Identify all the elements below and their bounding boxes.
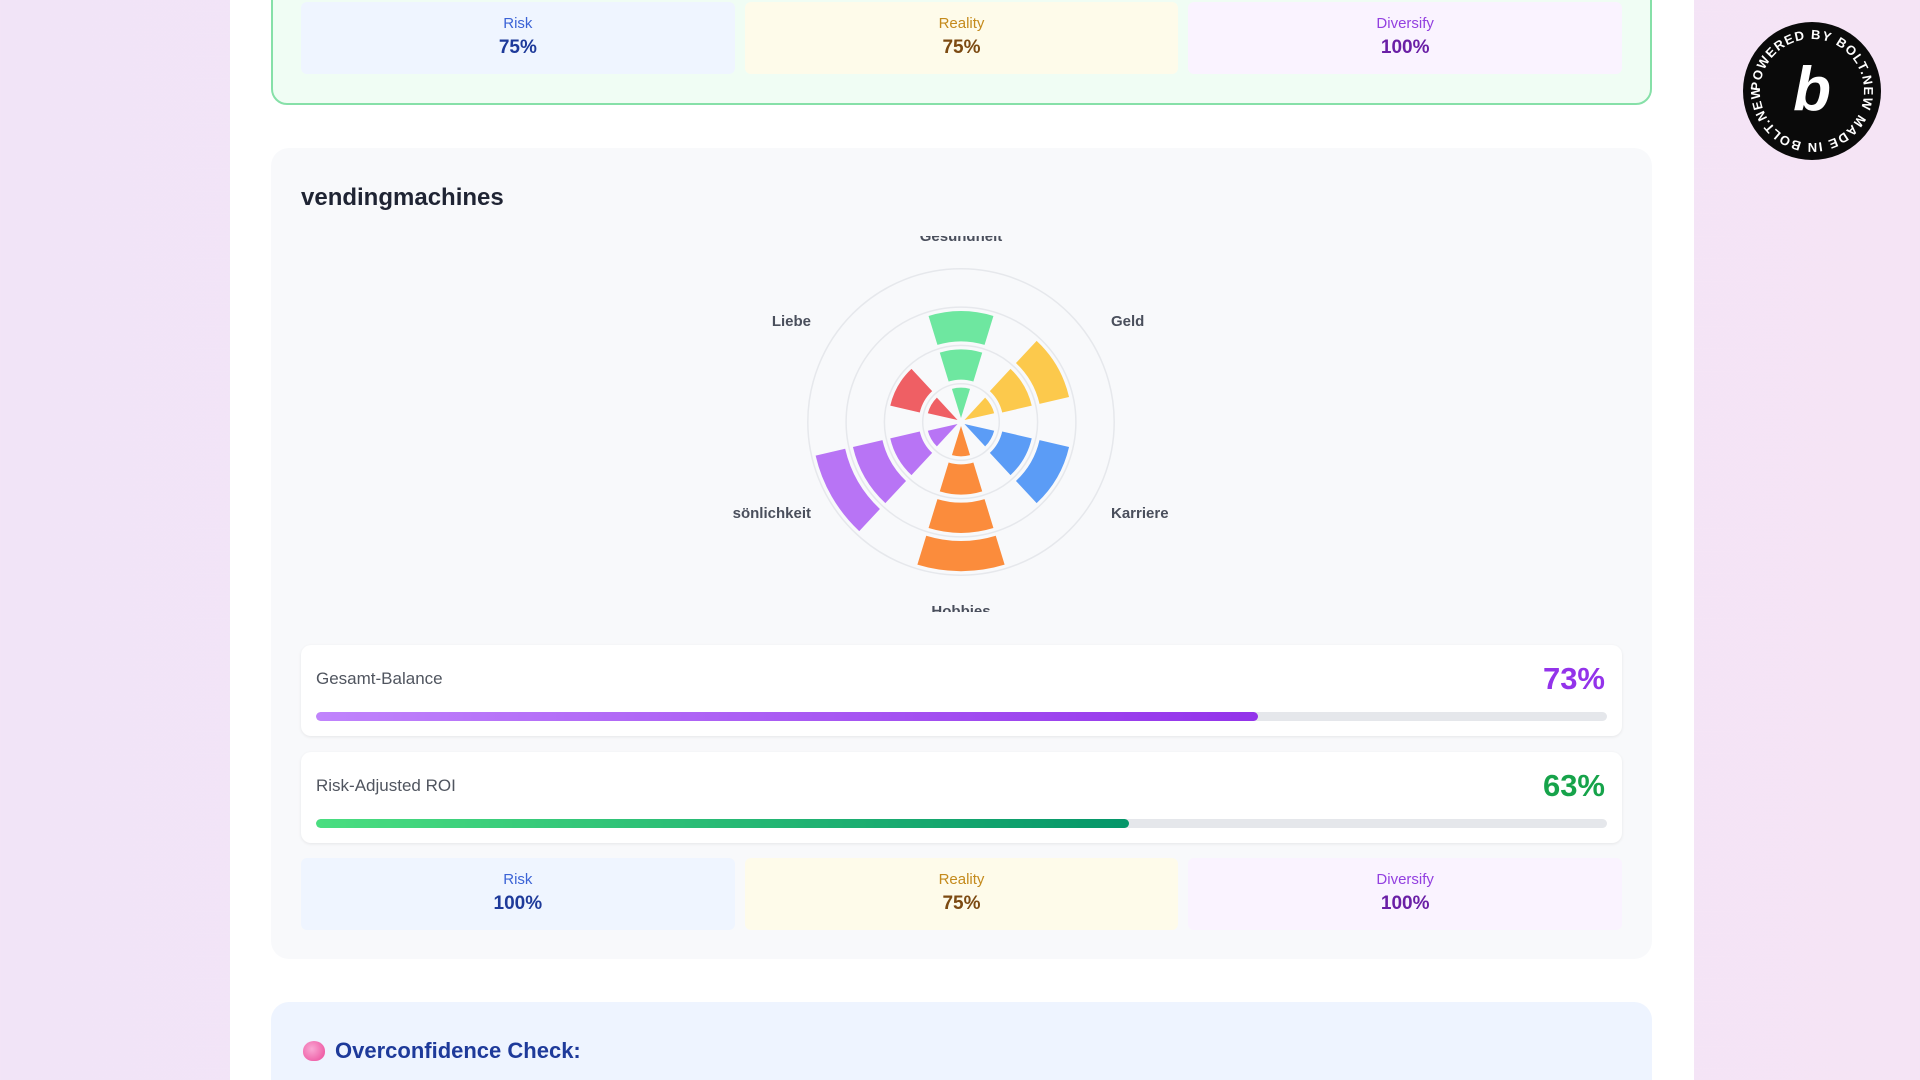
- polar-chart: Gesundheit Geld Karriere Hobbies sönlichkeit…: [731, 228, 1191, 618]
- diversify-stat: Diversify 100%: [1188, 858, 1623, 930]
- balance-label: Gesamt-Balance: [316, 669, 443, 688]
- risk-label: Risk: [503, 871, 533, 888]
- diversify-stat: Diversify 100%: [1188, 2, 1623, 74]
- bolt-logo-icon: POWERED BY BOLT.NEW MADE IN BOLT.NEW b: [1748, 27, 1875, 155]
- roi-label: Risk-Adjusted ROI: [316, 776, 456, 795]
- grid-ring: [883, 344, 1039, 500]
- chart-segment-persönlichkeit[interactable]: [815, 448, 880, 532]
- diversify-label: Diversify: [1376, 15, 1434, 32]
- risk-label: Risk: [503, 15, 533, 32]
- axis-label-geld: Geld: [1111, 313, 1144, 330]
- roi-value: 63%: [1542, 768, 1605, 803]
- chart-segment-geld[interactable]: [989, 368, 1032, 413]
- brain-icon: [303, 1041, 325, 1061]
- chart-segment-hobbies[interactable]: [928, 499, 994, 533]
- chart-segment-hobbies[interactable]: [939, 462, 983, 495]
- overconfidence-card: Overconfidence Check:: [271, 1002, 1652, 1080]
- grid-ring: [845, 306, 1077, 538]
- balance-progress-fill: [316, 712, 1259, 721]
- chart-segment-geld[interactable]: [964, 397, 995, 420]
- axis-label-liebe: Liebe: [772, 313, 811, 330]
- chart-segment-karriere[interactable]: [964, 424, 995, 447]
- previous-stats-row: Risk 75% Reality 75% Diversify 100%: [301, 2, 1623, 74]
- balance-card: Gesamt-Balance 73%: [301, 645, 1622, 736]
- section-title: vendingmachines: [301, 184, 504, 211]
- polar-chart-svg: GesundheitGeldKarriereHobbiessönlichkeit…: [731, 228, 1191, 618]
- chart-segment-geld[interactable]: [1015, 340, 1070, 404]
- reality-stat: Reality 75%: [744, 858, 1179, 930]
- page-panel: Risk 75% Reality 75% Diversify 100% vend…: [230, 0, 1694, 1080]
- diversify-value: 100%: [1380, 893, 1430, 914]
- chart-segment-liebe[interactable]: [890, 368, 933, 413]
- chart-segment-liebe[interactable]: [927, 397, 958, 420]
- axis-label-persönlichkeit: sönlichkeit: [733, 505, 811, 522]
- overconfidence-heading: Overconfidence Check:: [303, 1038, 581, 1064]
- diversify-value: 100%: [1380, 37, 1430, 58]
- roi-card: Risk-Adjusted ROI 63%: [301, 752, 1622, 843]
- risk-stat: Risk 100%: [301, 858, 735, 930]
- chart-segment-persönlichkeit[interactable]: [927, 424, 958, 447]
- idea-section: vendingmachines Gesundheit Geld Karriere Ho…: [271, 148, 1652, 959]
- risk-value: 100%: [493, 893, 543, 914]
- bolt-badge[interactable]: POWERED BY BOLT.NEW MADE IN BOLT.NEW b: [1743, 22, 1881, 160]
- grid-ring: [807, 268, 1115, 576]
- overconfidence-title: Overconfidence Check:: [335, 1038, 581, 1063]
- reality-stat: Reality 75%: [744, 2, 1179, 74]
- chart-segment-persönlichkeit[interactable]: [890, 431, 933, 476]
- reality-value: 75%: [942, 37, 981, 58]
- chart-segment-hobbies[interactable]: [917, 535, 1005, 572]
- reality-label: Reality: [938, 15, 985, 32]
- grid-ring: [921, 382, 1001, 462]
- diversify-label: Diversify: [1376, 871, 1434, 888]
- chart-segment-persönlichkeit[interactable]: [852, 440, 907, 504]
- roi-progress-fill: [316, 819, 1130, 828]
- previous-item-card: Risk 75% Reality 75% Diversify 100%: [271, 0, 1652, 105]
- risk-stat: Risk 75%: [301, 2, 735, 74]
- axis-label-karriere: Karriere: [1111, 505, 1169, 522]
- reality-value: 75%: [942, 893, 981, 914]
- chart-segment-karriere[interactable]: [1015, 440, 1070, 504]
- balance-value: 73%: [1542, 661, 1605, 696]
- svg-text:b: b: [1793, 55, 1831, 124]
- reality-label: Reality: [938, 871, 985, 888]
- chart-segment-karriere[interactable]: [989, 431, 1032, 476]
- chart-segment-hobbies[interactable]: [951, 426, 971, 457]
- balance-progress-track: [316, 712, 1607, 721]
- chart-segment-gesundheit[interactable]: [951, 387, 971, 418]
- section-stats-row: Risk 100% Reality 75% Diversify 100%: [301, 858, 1623, 930]
- chart-segment-gesundheit[interactable]: [928, 311, 994, 345]
- roi-progress-track: [316, 819, 1607, 828]
- chart-segment-gesundheit[interactable]: [939, 349, 983, 382]
- risk-value: 75%: [498, 37, 537, 58]
